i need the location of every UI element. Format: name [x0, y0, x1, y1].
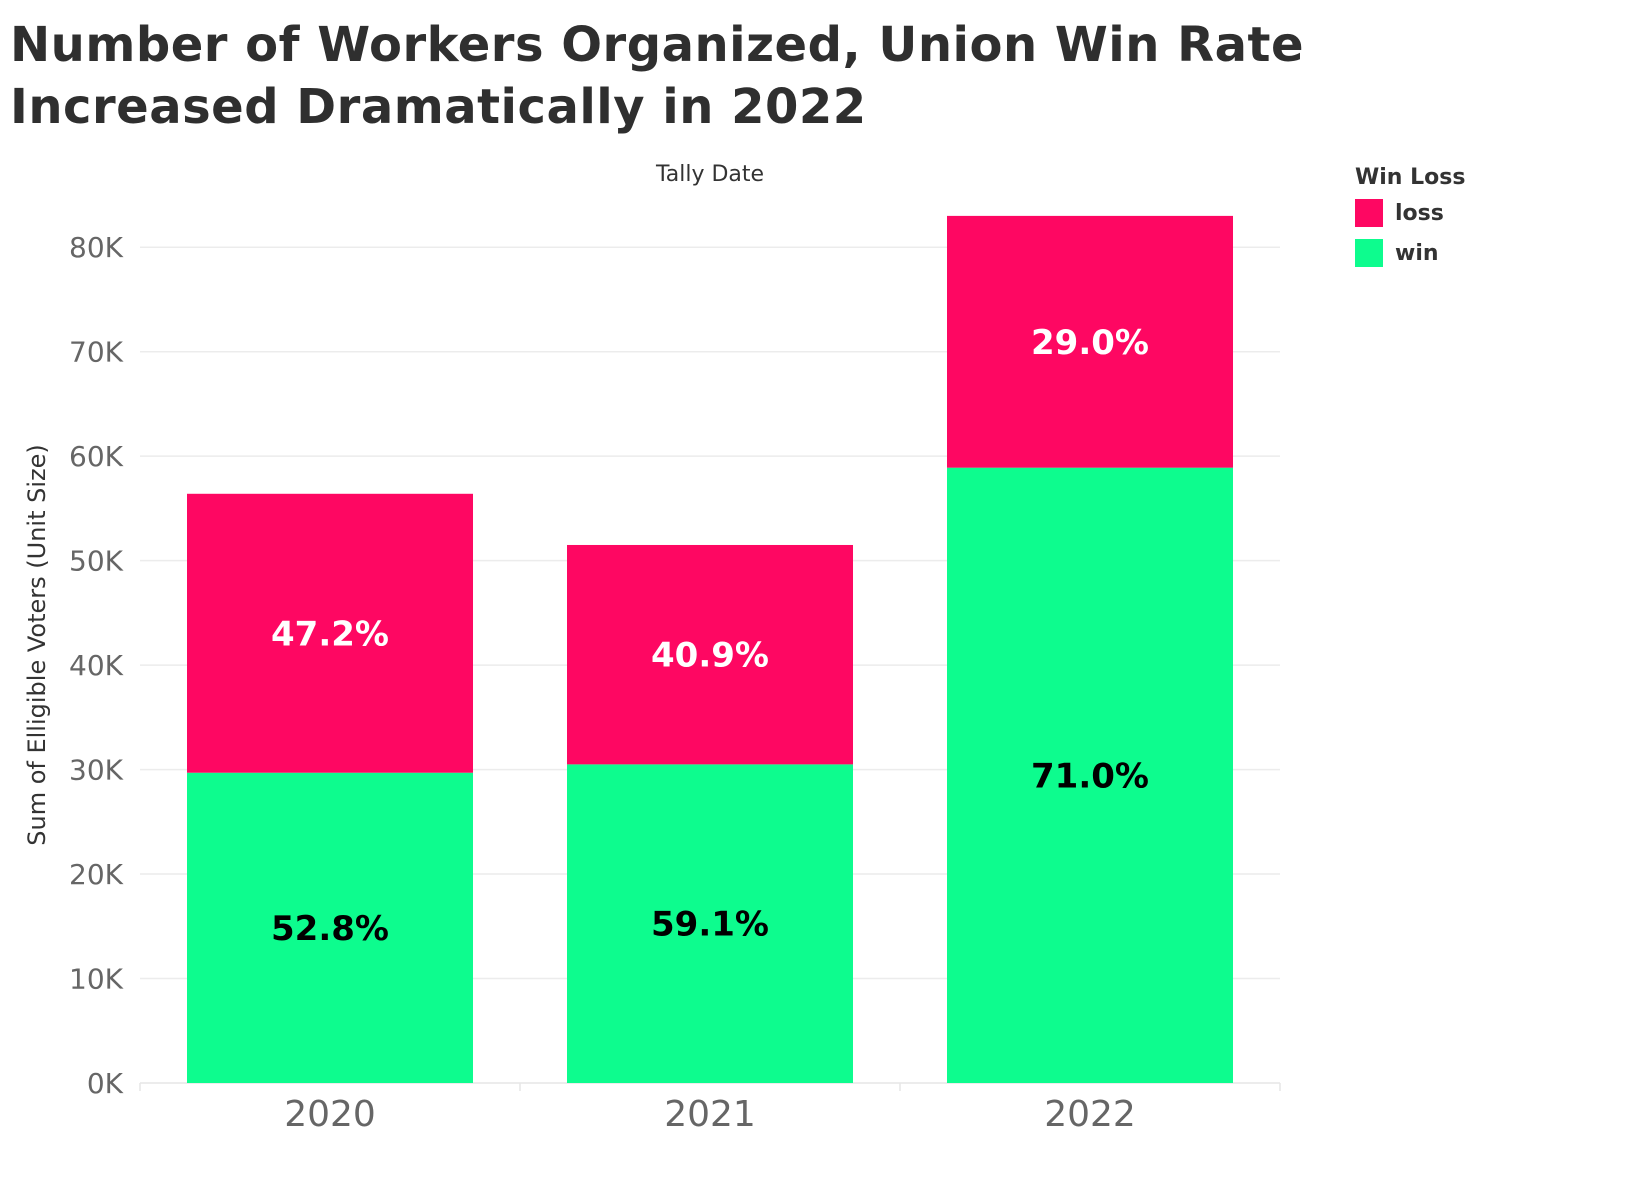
y-tick-label-20K: 20K: [69, 858, 124, 891]
data-label-loss-2022: 29.0%: [1031, 323, 1149, 363]
legend: Win Loss loss win: [1355, 163, 1575, 273]
chart-title: Number of Workers Organized, Union Win R…: [10, 14, 1304, 138]
x-tick-label-2022: 2022: [1044, 1094, 1136, 1135]
x-tick-label-2020: 2020: [284, 1094, 376, 1135]
chart-title-line-2: Increased Dramatically in 2022: [10, 79, 867, 135]
legend-label-loss: loss: [1395, 200, 1444, 226]
bar-loss-2020: [187, 493, 473, 773]
y-tick-label-80K: 80K: [69, 231, 124, 264]
legend-label-win: win: [1395, 240, 1439, 266]
bar-loss-2021: [567, 544, 853, 765]
y-tick-label-0K: 0K: [87, 1067, 124, 1100]
y-tick-label-50K: 50K: [69, 545, 124, 578]
bar-win-2022: [947, 467, 1233, 1084]
bar-loss-2022: [947, 215, 1233, 468]
y-tick-label-30K: 30K: [69, 754, 124, 787]
data-label-win-2021: 59.1%: [651, 905, 769, 945]
legend-swatch-loss: [1355, 199, 1383, 227]
data-label-loss-2021: 40.9%: [651, 636, 769, 676]
legend-item-loss: loss: [1355, 193, 1575, 233]
data-label-loss-2020: 47.2%: [271, 614, 389, 654]
bar-win-2020: [187, 772, 473, 1083]
legend-swatch-win: [1355, 239, 1383, 267]
y-tick-label-10K: 10K: [69, 963, 124, 996]
y-axis-title: Sum of Elligible Voters (Unit Size): [23, 444, 51, 845]
chart-title-line-1: Number of Workers Organized, Union Win R…: [10, 17, 1304, 73]
y-tick-label-70K: 70K: [69, 336, 124, 369]
x-axis-title: Tally Date: [655, 162, 764, 187]
legend-item-win: win: [1355, 233, 1575, 273]
y-tick-label-60K: 60K: [69, 440, 124, 473]
legend-title: Win Loss: [1355, 165, 1466, 190]
y-tick-label-40K: 40K: [69, 649, 124, 682]
data-label-win-2022: 71.0%: [1031, 756, 1149, 796]
x-tick-label-2021: 2021: [664, 1094, 756, 1135]
data-label-win-2020: 52.8%: [271, 909, 389, 949]
bar-win-2021: [567, 764, 853, 1083]
